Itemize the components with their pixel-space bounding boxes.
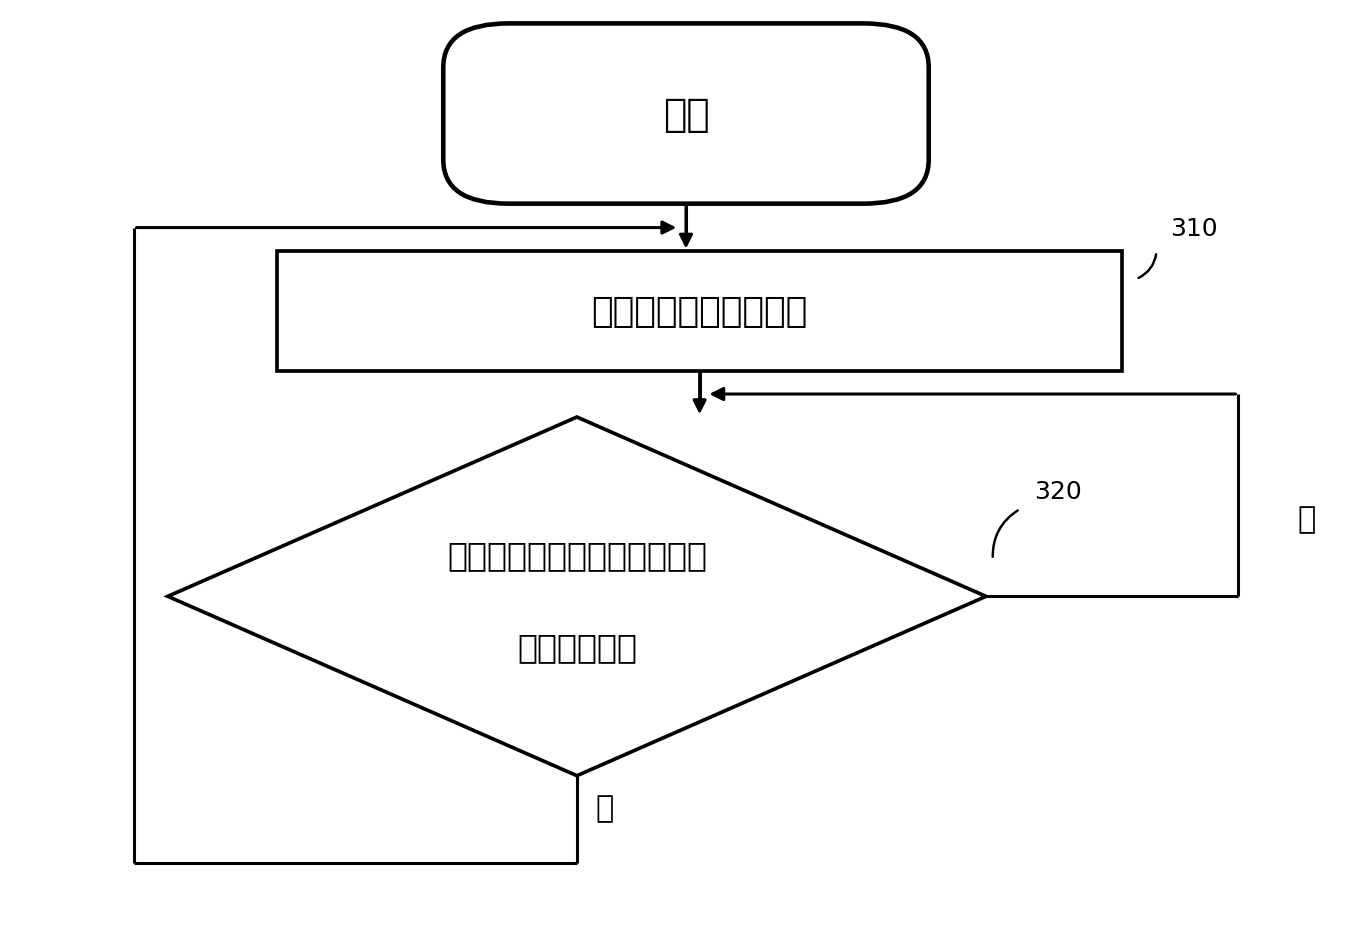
Text: 开始: 开始	[663, 95, 709, 133]
Text: 否: 否	[1298, 504, 1316, 533]
Text: 选择一个电池单元充电: 选择一个电池单元充电	[591, 295, 808, 329]
Text: 是: 是	[595, 794, 613, 822]
Bar	[277, 252, 1122, 372]
Text: 判断当前充电的电池单元是否: 判断当前充电的电池单元是否	[447, 539, 707, 572]
Text: 310: 310	[1170, 217, 1218, 241]
Text: 已充电完成？: 已充电完成？	[517, 630, 637, 664]
FancyBboxPatch shape	[443, 24, 929, 205]
Text: 320: 320	[1033, 479, 1081, 503]
Polygon shape	[167, 417, 986, 776]
